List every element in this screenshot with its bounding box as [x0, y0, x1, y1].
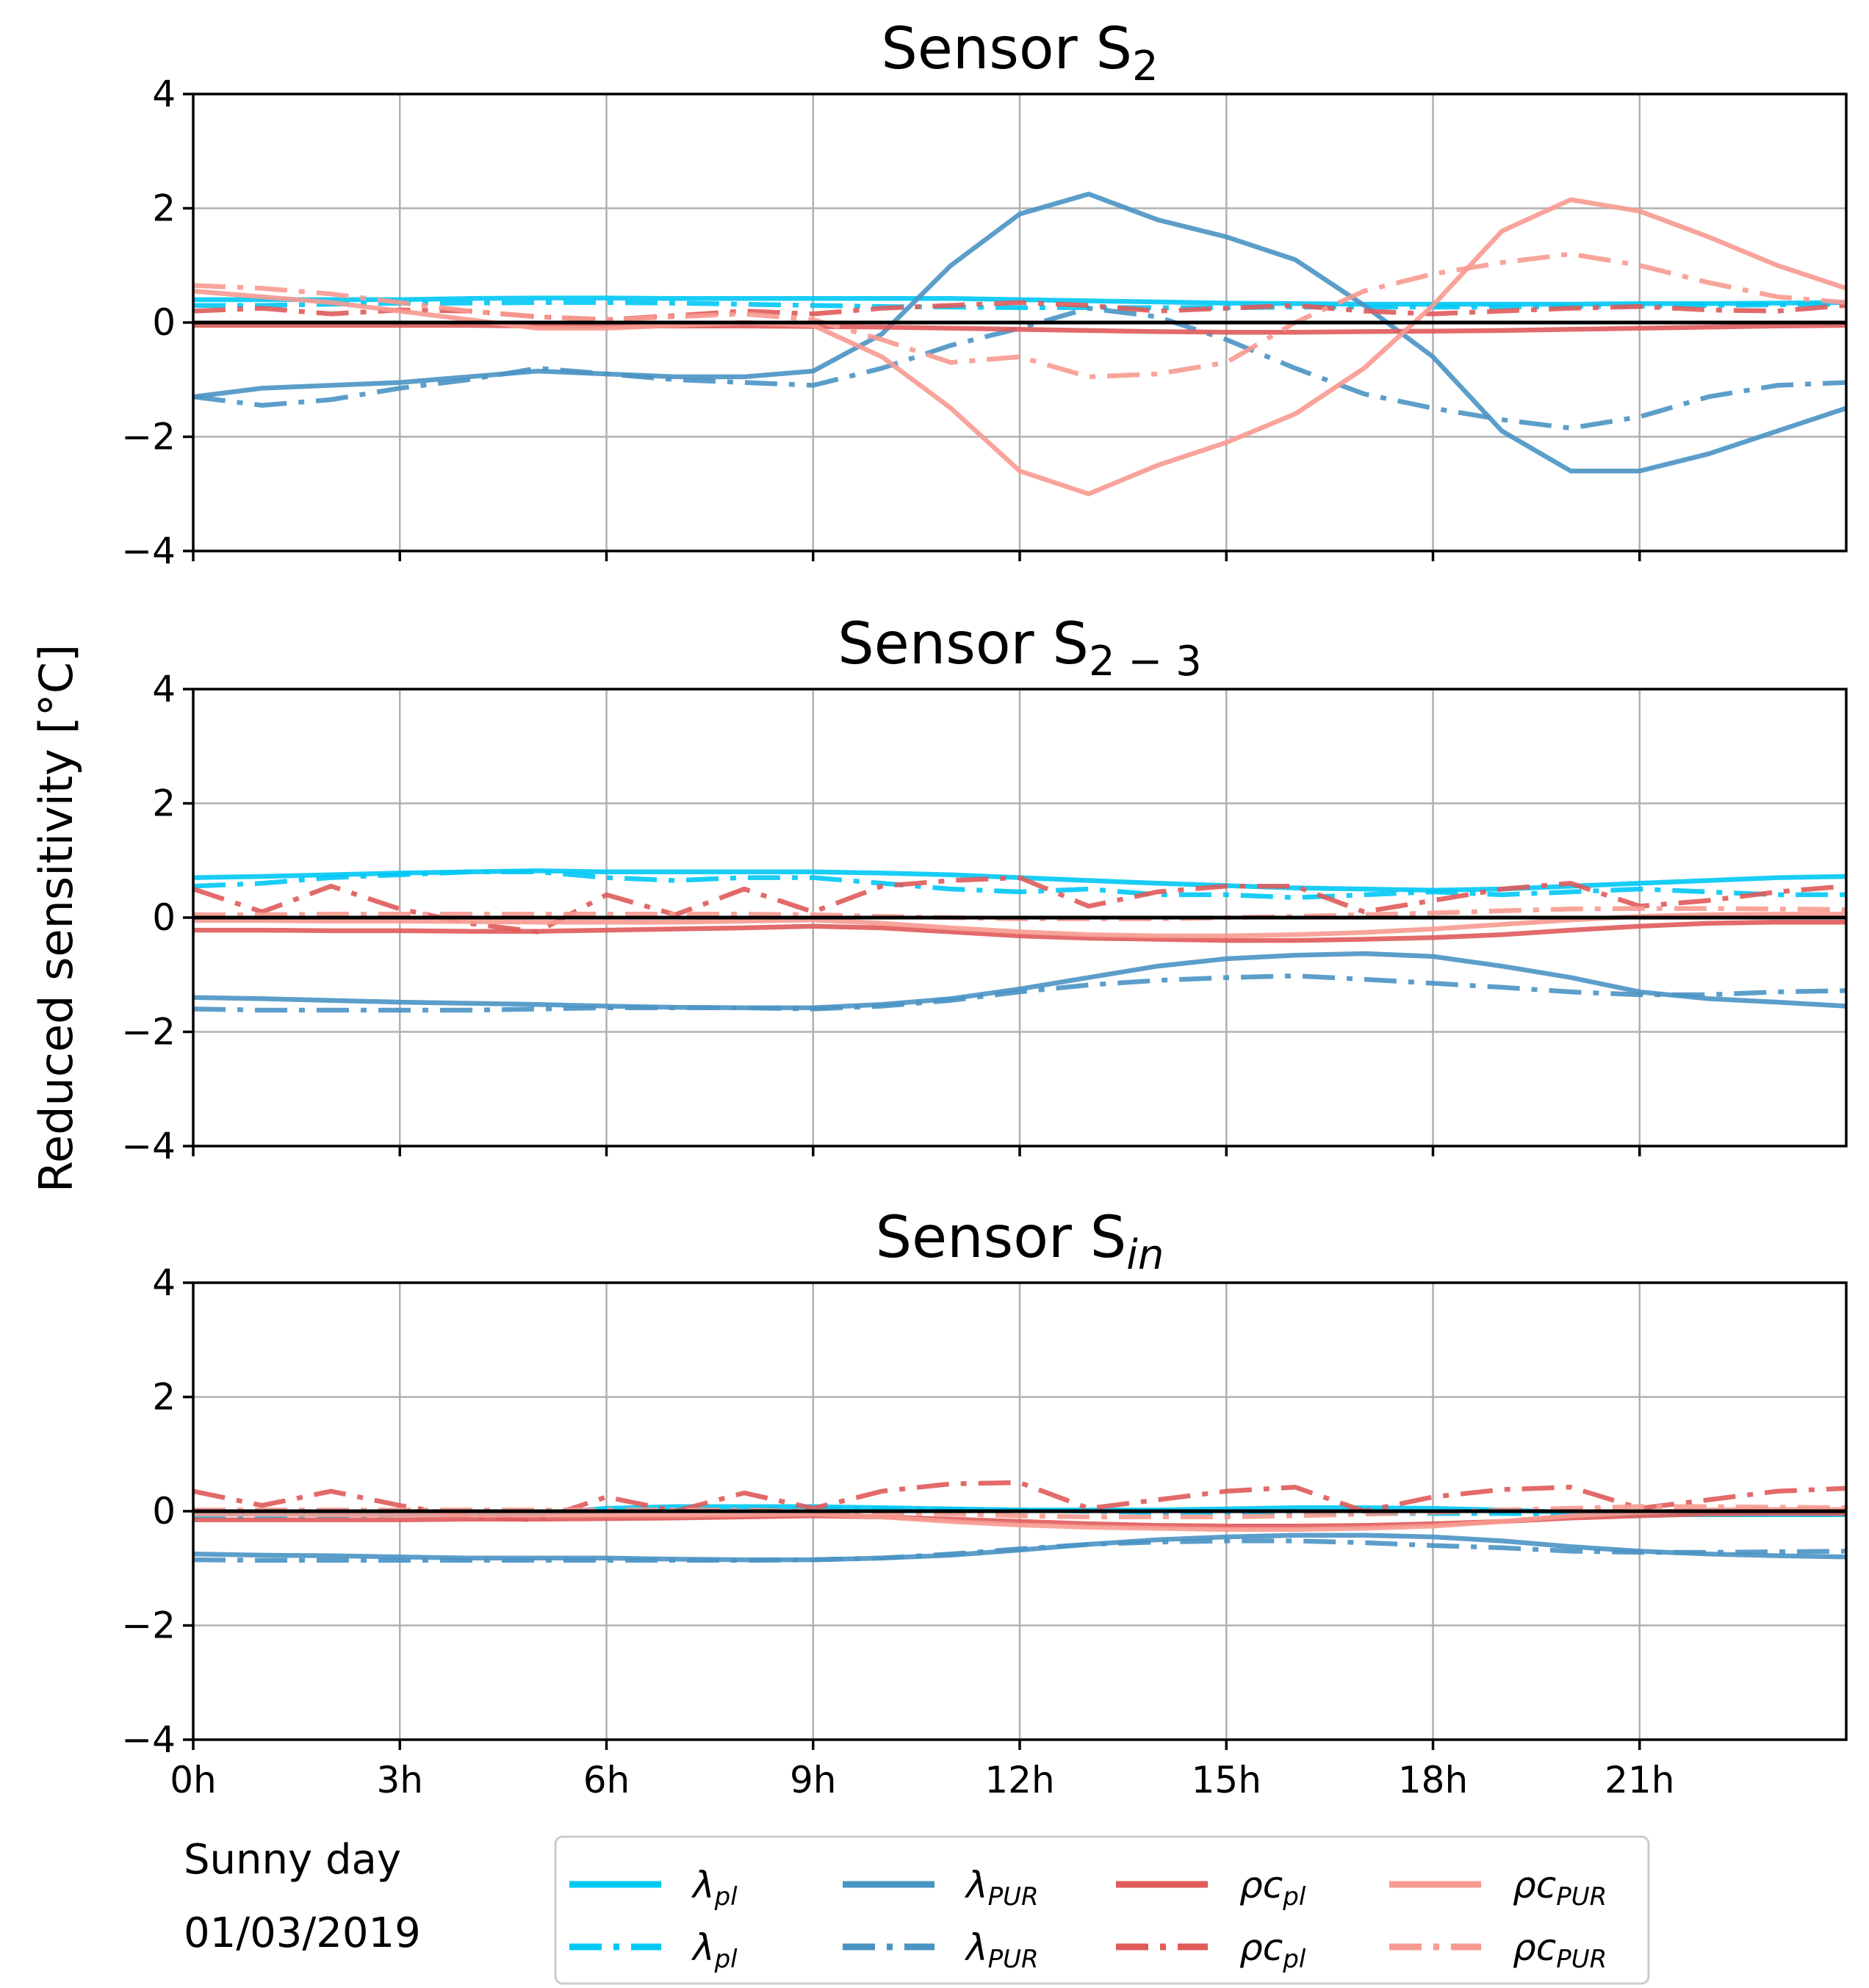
legend-label: ρcpl: [1239, 1926, 1306, 1974]
series-line-rhoc-pur-dashdot: [193, 251, 1846, 380]
series-line-rhoc-pur-solid: [193, 197, 1846, 497]
series-line-lambda-pl-dashdot: [193, 869, 1846, 901]
chart-panel-1: Sensor S2 4 2 0 −2 −4: [121, 16, 1848, 572]
series-line-lambda-pur-solid: [193, 191, 1846, 474]
legend-label: λPUR: [964, 1926, 1039, 1974]
series-line-rhoc-pur-solid: [193, 912, 1846, 939]
series-line-lambda-pur-solid: [193, 951, 1846, 1011]
y-tick-label: −4: [121, 530, 176, 572]
legend-entry-rhoc-pl-dashdot: ρcpl: [1116, 1926, 1306, 1974]
chart-panel-2: Sensor S2 − 3 4 2 0 −2 −4: [121, 611, 1848, 1167]
series-line-lambda-pur-dashdot: [193, 306, 1846, 431]
x-tick-label: 15h: [1192, 1759, 1261, 1801]
series-line-rhoc-pl-dashdot: [193, 875, 1846, 934]
legend-entry-lambda-pl-dashdot: λpl: [569, 1926, 738, 1974]
y-tick-label: 4: [152, 1261, 176, 1304]
legend-label: ρcPUR: [1513, 1864, 1607, 1912]
y-tick-label: 0: [152, 1490, 176, 1533]
y-tick-label: −2: [121, 416, 176, 458]
chart-title: Sensor S2: [881, 16, 1158, 90]
y-tick-label: −2: [121, 1605, 176, 1647]
series-line-rhoc-pl-solid: [193, 323, 1846, 335]
x-tick-label: 0h: [170, 1759, 217, 1801]
y-axis-label: Reduced sensitivity [°C]: [29, 644, 83, 1192]
y-tick-label: −4: [121, 1125, 176, 1167]
series-line-lambda-pur-dashdot: [193, 1538, 1846, 1563]
series-line-lambda-pur-dashdot: [193, 973, 1846, 1013]
x-tick-label: 21h: [1605, 1759, 1674, 1801]
chart-panel-3: Sensor Sin 0h 3h 6h 9h 12h 15h 18h 21h 4 2 0 −2 −4: [121, 1205, 1848, 1801]
legend-entry-rhoc-pur-dashdot: ρcPUR: [1389, 1926, 1607, 1974]
legend-entry-lambda-pur-solid: λPUR: [843, 1864, 1039, 1912]
series-line-rhoc-pl-solid: [193, 919, 1846, 943]
legend-label: ρcpl: [1239, 1864, 1306, 1912]
x-tick-label: 9h: [790, 1759, 837, 1801]
y-tick-label: 2: [152, 782, 176, 825]
chart-title: Sensor S2 − 3: [838, 611, 1201, 685]
x-tick-label: 3h: [376, 1759, 423, 1801]
legend: λpl λPUR ρcpl ρcPUR λpl λPUR ρcpl ρcPUR: [554, 1835, 1650, 1985]
legend-label: ρcPUR: [1513, 1926, 1607, 1974]
legend-entry-rhoc-pur-solid: ρcPUR: [1389, 1864, 1607, 1912]
y-tick-label: 0: [152, 896, 176, 939]
series-line-rhoc-pur-solid: [193, 1507, 1846, 1533]
x-tick-label: 12h: [984, 1759, 1054, 1801]
legend-entry-rhoc-pl-solid: ρcpl: [1116, 1864, 1306, 1912]
legend-entry-lambda-pl-solid: λpl: [569, 1864, 738, 1912]
x-tick-label: 18h: [1398, 1759, 1468, 1801]
y-tick-label: 4: [152, 668, 176, 710]
y-tick-label: 4: [152, 73, 176, 115]
note-date: 01/03/2019: [184, 1909, 421, 1957]
legend-label: λpl: [691, 1926, 738, 1974]
y-tick-label: −2: [121, 1011, 176, 1054]
legend-label: λpl: [691, 1864, 738, 1912]
legend-frame: [554, 1835, 1650, 1985]
y-tick-label: 0: [152, 301, 176, 344]
note-sunny-day: Sunny day: [184, 1836, 401, 1884]
x-tick-label: 6h: [583, 1759, 630, 1801]
series-line-rhoc-pl-dashdot: [193, 1480, 1846, 1522]
y-tick-label: 2: [152, 1376, 176, 1419]
legend-entry-lambda-pur-dashdot: λPUR: [843, 1926, 1039, 1974]
legend-label: λPUR: [964, 1864, 1039, 1912]
y-tick-label: −4: [121, 1718, 176, 1761]
y-tick-label: 2: [152, 187, 176, 230]
chart-title: Sensor Sin: [876, 1205, 1164, 1279]
